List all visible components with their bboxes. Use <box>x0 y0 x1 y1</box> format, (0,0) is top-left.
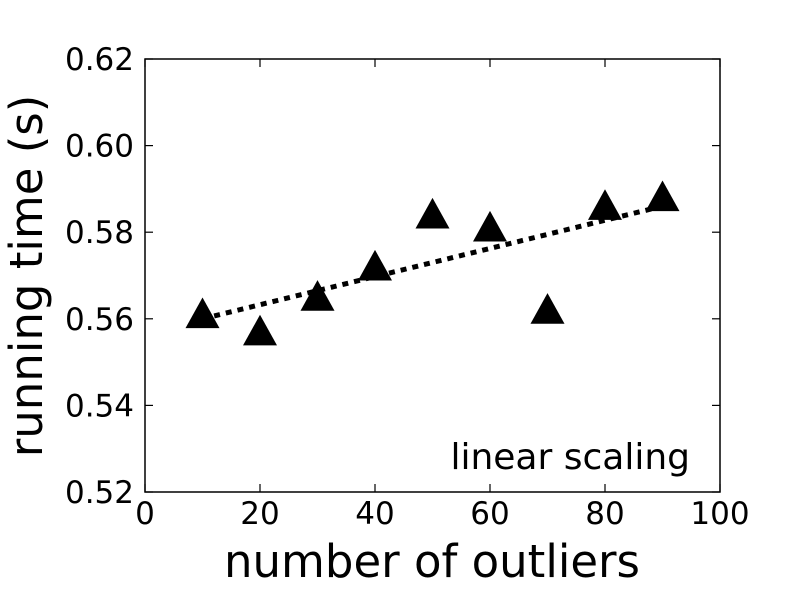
x-tick-label: 60 <box>470 496 509 532</box>
x-axis-label: number of outliers <box>224 535 640 588</box>
plot-frame <box>144 58 721 493</box>
annotation-linear-scaling: linear scaling <box>450 437 690 478</box>
x-tick-label: 40 <box>355 496 394 532</box>
data-point-triangle <box>300 280 335 311</box>
data-point-triangle <box>358 249 392 281</box>
y-axis: 0.52 0.54 0.56 0.58 0.60 0.62 <box>65 42 720 511</box>
data-point-triangle <box>185 297 220 329</box>
x-tick-label: 80 <box>585 496 624 532</box>
data-point-triangle <box>530 293 565 324</box>
y-axis-label: running time (s) <box>0 95 53 457</box>
y-tick-label: 0.62 <box>65 42 134 78</box>
data-point-triangle <box>588 189 622 220</box>
plot-area <box>185 180 680 346</box>
y-tick-label: 0.60 <box>65 129 134 165</box>
x-tick-label: 100 <box>690 496 749 532</box>
data-point-triangle <box>645 180 680 212</box>
x-axis: 0 20 40 60 80 100 <box>135 59 750 532</box>
y-tick-label: 0.56 <box>65 302 134 338</box>
x-tick-label: 20 <box>240 496 279 532</box>
data-point-triangle <box>415 197 450 229</box>
data-point-triangle <box>473 210 507 242</box>
x-tick-label: 0 <box>135 496 155 532</box>
y-tick-label: 0.54 <box>65 388 134 424</box>
data-point-triangle <box>243 314 277 346</box>
y-tick-label: 0.52 <box>65 475 134 511</box>
y-tick-label: 0.58 <box>65 215 134 251</box>
